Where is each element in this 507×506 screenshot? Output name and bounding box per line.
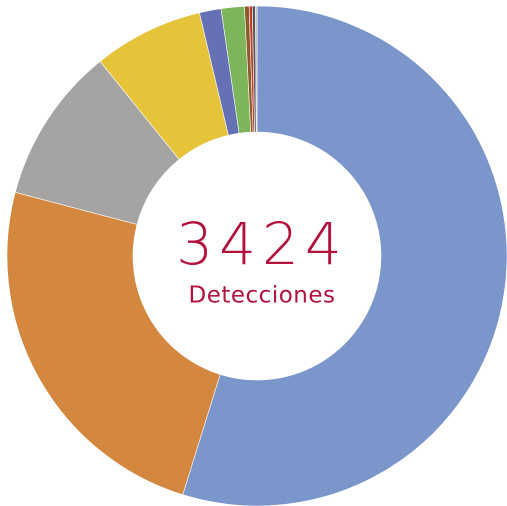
donut-slice — [255, 5, 258, 133]
donut — [6, 5, 507, 506]
center-label: Detecciones — [189, 283, 336, 309]
donut-slice — [182, 5, 507, 506]
center-value: 3424 — [176, 210, 348, 278]
donut-slice — [6, 191, 221, 496]
